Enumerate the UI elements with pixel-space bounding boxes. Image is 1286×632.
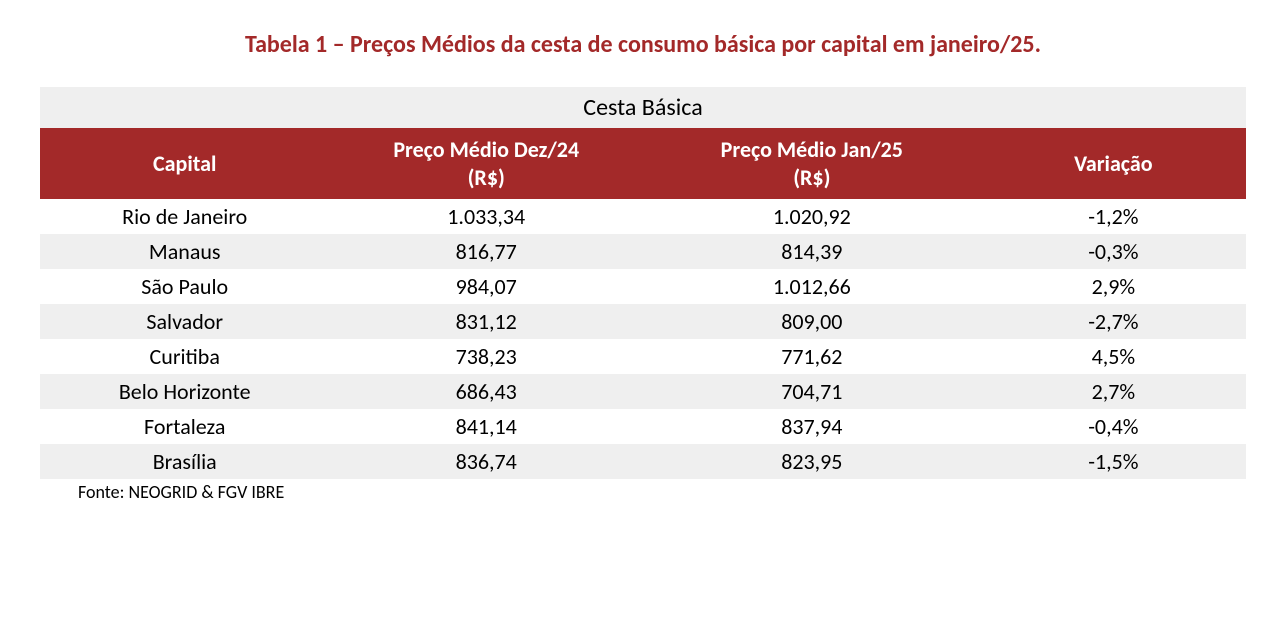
cell-jan: 823,95 [643, 444, 981, 479]
table-super-header: Cesta Básica [40, 87, 1246, 128]
col-header-capital-l1: Capital [153, 150, 216, 177]
cell-var: -2,7% [981, 304, 1246, 339]
cell-var: 2,9% [981, 269, 1246, 304]
cell-dec: 738,23 [329, 339, 643, 374]
col-header-capital: Capital [40, 128, 329, 199]
cell-jan: 837,94 [643, 409, 981, 444]
col-header-dec: Preço Médio Dez/24 (R$) [329, 128, 643, 199]
cell-dec: 1.033,34 [329, 199, 643, 234]
table-row: Belo Horizonte 686,43 704,71 2,7% [40, 374, 1246, 409]
table-row: Manaus 816,77 814,39 -0,3% [40, 234, 1246, 269]
cell-capital: Rio de Janeiro [40, 199, 329, 234]
cell-dec: 836,74 [329, 444, 643, 479]
price-table: Cesta Básica Capital Preço Médio Dez/24 … [40, 87, 1246, 479]
table-body: Rio de Janeiro 1.033,34 1.020,92 -1,2% M… [40, 199, 1246, 479]
cell-capital: Belo Horizonte [40, 374, 329, 409]
cell-dec: 686,43 [329, 374, 643, 409]
col-header-jan-l1: Preço Médio Jan/25 [721, 136, 903, 163]
col-header-var-l1: Variação [1074, 150, 1153, 177]
cell-jan: 704,71 [643, 374, 981, 409]
cell-var: 2,7% [981, 374, 1246, 409]
table-row: Brasília 836,74 823,95 -1,5% [40, 444, 1246, 479]
cell-dec: 831,12 [329, 304, 643, 339]
cell-capital: São Paulo [40, 269, 329, 304]
cell-capital: Brasília [40, 444, 329, 479]
cell-var: -0,3% [981, 234, 1246, 269]
cell-dec: 841,14 [329, 409, 643, 444]
table-header-row: Capital Preço Médio Dez/24 (R$) Preço Mé… [40, 128, 1246, 199]
cell-var: -0,4% [981, 409, 1246, 444]
cell-var: -1,5% [981, 444, 1246, 479]
col-header-dec-l2: (R$) [468, 164, 505, 191]
table-row: Curitiba 738,23 771,62 4,5% [40, 339, 1246, 374]
cell-capital: Salvador [40, 304, 329, 339]
cell-dec: 816,77 [329, 234, 643, 269]
cell-jan: 1.012,66 [643, 269, 981, 304]
cell-jan: 1.020,92 [643, 199, 981, 234]
cell-jan: 814,39 [643, 234, 981, 269]
table-row: São Paulo 984,07 1.012,66 2,9% [40, 269, 1246, 304]
col-header-jan: Preço Médio Jan/25 (R$) [643, 128, 981, 199]
table-source: Fonte: NEOGRID & FGV IBRE [40, 481, 1246, 503]
table-title: Tabela 1 – Preços Médios da cesta de con… [40, 30, 1246, 59]
table-super-header-row: Cesta Básica [40, 87, 1246, 128]
col-header-var: Variação [981, 128, 1246, 199]
cell-var: -1,2% [981, 199, 1246, 234]
table-row: Salvador 831,12 809,00 -2,7% [40, 304, 1246, 339]
col-header-dec-l1: Preço Médio Dez/24 [393, 136, 579, 163]
table-row: Fortaleza 841,14 837,94 -0,4% [40, 409, 1246, 444]
cell-jan: 771,62 [643, 339, 981, 374]
cell-capital: Manaus [40, 234, 329, 269]
cell-jan: 809,00 [643, 304, 981, 339]
table-row: Rio de Janeiro 1.033,34 1.020,92 -1,2% [40, 199, 1246, 234]
cell-var: 4,5% [981, 339, 1246, 374]
cell-capital: Fortaleza [40, 409, 329, 444]
col-header-jan-l2: (R$) [793, 164, 830, 191]
cell-capital: Curitiba [40, 339, 329, 374]
cell-dec: 984,07 [329, 269, 643, 304]
